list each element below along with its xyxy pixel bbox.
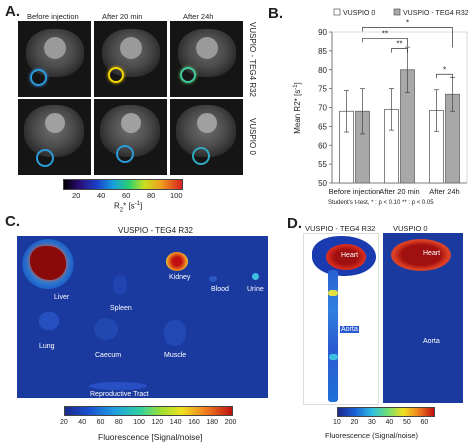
colorbar-d-tick: 60 [420,419,429,426]
colorbar-d-label: Fluorescence (Signal/noise) [325,431,418,440]
colorbar-d-tick: 30 [368,419,376,426]
mri-image [94,21,167,97]
colorbar-fluorescence-c [64,406,233,416]
organ-label-lung: Lung [39,343,55,350]
significance-mark: ** [396,40,402,49]
legend-swatch [333,8,341,16]
legend-entry: VUSPIO 0 [343,10,375,17]
col-title-20min: After 20 min [102,12,143,21]
panel-a-label: A. [5,3,20,20]
colorbar-r2-tick: 40 [97,191,106,200]
significance-mark: * [443,65,446,74]
colorbar-c-tick: 200 [224,419,237,426]
aorta-image-teg4: Heart Aorta [303,233,379,405]
mri-image [18,99,91,175]
colorbar-d-tick: 40 [385,419,394,426]
col-title-before: Before injection [27,12,79,21]
colorbar-c-label: Fluorescence [Signal/noise] [98,432,203,442]
chart-footnote: Student's t-test, * : p < 0.10 ** : p < … [328,200,434,206]
y-tick-label: 85 [318,47,327,56]
organ-label-caecum: Caecum [95,352,122,359]
colorbar-c-tick: 80 [114,419,123,426]
spleen-shape [113,276,127,294]
colorbar-r2-label: R2* [s-1] [114,201,143,214]
x-tick-label: Before injection [329,187,381,196]
panel-d-title-vuspio0: VUSPIO 0 [393,224,428,233]
mri-image [170,21,243,97]
organ-label-heart: Heart [341,252,359,259]
colorbar-c-tick: 120 [151,419,164,426]
col-title-24h: After 24h [183,12,214,21]
kidney-signal [166,252,188,271]
panel-c-title: VUSPIO - TEG4 R32 [118,226,193,235]
blood-drop [209,276,217,282]
colorbar-r2-tick: 100 [170,191,183,200]
y-tick-label: 65 [318,122,327,131]
y-tick-label: 75 [318,85,327,94]
colorbar-fluorescence-d [337,407,435,417]
significance-mark: ** [382,29,388,38]
organ-label-heart: Heart [423,250,441,257]
lung-shape [39,312,59,330]
x-tick-label: After 20 min [379,187,419,196]
y-tick-label: 70 [318,104,327,113]
row-label-teg4: VUSPIO - TEG4 R32 [248,22,257,97]
aorta-image-vuspio0: Heart Aorta [383,233,463,403]
significance-bracket [362,27,453,48]
colorbar-d-tick: 10 [333,419,341,426]
y-tick-label: 55 [318,160,327,169]
mri-image [170,99,243,175]
colorbar-r2-tick: 20 [72,191,81,200]
heart-signal-vuspio0 [391,239,451,271]
organ-label-muscle: Muscle [164,352,187,359]
colorbar-d-tick: 20 [350,419,359,426]
caecum-shape [94,318,118,340]
significance-bracket [362,38,408,47]
reproductive-tract-shape [89,382,147,390]
colorbar-d-tick: 50 [403,419,411,426]
panel-d-label: D. [287,215,302,232]
y-tick-label: 60 [318,141,327,150]
y-tick-label: 50 [318,179,327,188]
colorbar-c-tick: 40 [78,419,87,426]
legend-swatch [393,8,401,16]
organ-label-aorta: Aorta [340,326,359,333]
organ-label-urine: Urine [247,286,264,293]
significance-bracket [436,73,453,79]
significance-bracket [391,48,408,53]
urine-drop [252,273,259,280]
colorbar-c-tick: 100 [133,419,145,426]
colorbar-r2-tick: 80 [147,191,156,200]
organ-label-kidney: Kidney [169,274,191,281]
organ-label-aorta: Aorta [423,338,440,345]
organ-label-blood: Blood [211,286,229,293]
colorbar-c-tick: 140 [169,419,182,426]
colorbar-c-tick: 20 [60,419,68,426]
colorbar-r2-tick: 60 [122,191,131,200]
x-tick-label: After 24h [429,187,459,196]
organ-label-reproductive-tract: Reproductive Tract [90,391,149,398]
legend-entry: VUSPIO - TEG4 R32 [403,10,469,17]
y-tick-label: 80 [318,66,327,75]
panel-d-title-teg4: VUSPIO - TEG4 R32 [305,224,376,233]
mri-image [18,21,91,97]
colorbar-c-tick: 180 [206,419,219,426]
colorbar-r2 [63,179,183,190]
fluorescence-image: Liver Spleen Kidney Blood Urine Lung Cae… [17,236,268,398]
panel-c-label: C. [5,213,20,230]
organ-label-spleen: Spleen [110,305,132,312]
colorbar-c-tick: 160 [188,419,200,426]
organ-label-liver: Liver [54,294,70,301]
heart-signal-teg4 [326,244,366,270]
y-tick-label: 90 [318,28,327,37]
significance-mark: * [406,18,409,27]
mri-image [94,99,167,175]
bar-chart: VUSPIO 0 VUSPIO - TEG4 R32 50 55 60 65 70 75 80 8… [293,8,469,196]
row-label-vuspio0: VUSPIO 0 [248,118,257,155]
liver-signal [30,246,66,280]
y-axis-label: Mean R2* [s-1] [293,82,302,134]
muscle-shape [164,320,186,346]
panel-b-label: B. [268,5,283,22]
colorbar-c-tick: 60 [96,419,105,426]
